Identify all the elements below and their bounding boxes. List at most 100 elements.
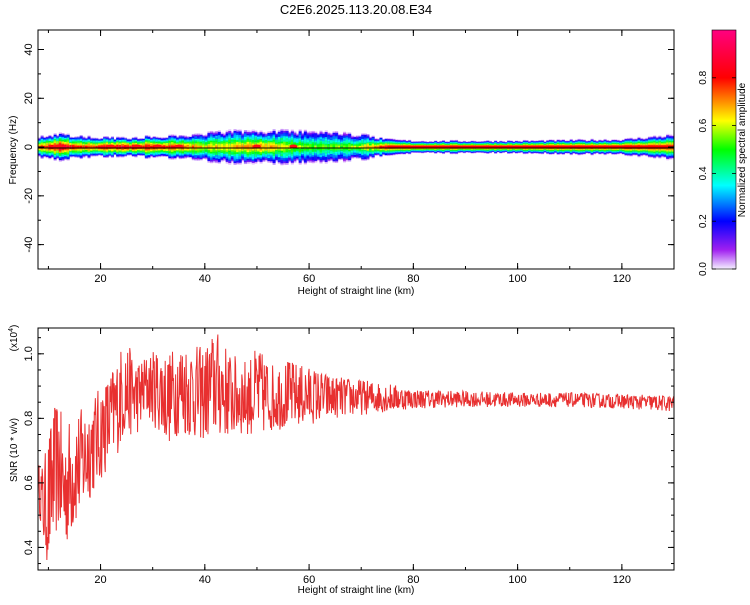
spectrogram-cell [371,145,375,149]
snr-y-tick-label: 0.8 [23,411,35,426]
spectrogram-y-tick-label: 0 [23,144,35,150]
spectrogram-cell [121,146,125,149]
spectrogram-cell [84,146,88,148]
spectrogram-cell [126,146,130,148]
spectrogram-cell [163,146,167,149]
spectrogram-cell [210,145,214,149]
spectrogram-cell [220,145,224,149]
spectrogram-cell [194,145,198,149]
spectrogram-hotspot [153,144,162,149]
spectrogram-cell [66,145,70,149]
colorbar-label: Normalized spectral amplitude [737,82,748,217]
colorbar-ticks: 0.0 0.2 0.4 0.6 0.8 [698,70,736,276]
spectrogram-cell [202,145,206,149]
snr-x-axis-label: Height of straight line (km) [298,585,415,596]
spectrogram-cell [82,146,86,149]
spectrogram-cell [124,146,128,149]
spectrogram-cell [131,146,135,149]
spectrogram-cell [181,145,185,149]
spectrogram-cell [71,146,75,149]
colorbar-tick-label: 0.4 [698,166,709,180]
spectrogram-cell [311,145,315,149]
colorbar-tick-label: 0.2 [698,214,709,228]
spectrogram-cell [272,145,276,149]
colorbar-tick-label: 0.8 [698,70,709,84]
spectrogram-cell [74,146,78,149]
spectrogram-cell [97,146,101,148]
spectrogram-cell [251,145,255,149]
spectrogram-cell [353,145,357,149]
spectrogram-cell [348,145,352,149]
spectrogram-cell [314,145,318,149]
spectrogram-cell [267,145,271,149]
spectrogram-cell [48,145,52,149]
spectrogram-y-tick-label: -20 [23,188,35,204]
spectrogram-cell [160,146,164,149]
spectrogram-cell [183,145,187,149]
spectrogram-hotspot [252,144,261,149]
spectrogram-cell [384,146,388,148]
spectrogram-cell [241,145,245,149]
snr-ticks: 20 40 60 80 100 120 1.0 0.8 0.6 0.4 [23,328,675,586]
spectrogram-cell [324,145,328,149]
spectrogram-cell [376,146,380,148]
spectrogram-x-tick-label: 120 [613,273,631,285]
spectrogram-cell [374,146,378,148]
spectrogram-cell [382,146,386,148]
spectrogram-cell [358,145,362,149]
spectrogram-cell [264,145,268,149]
snr-y-scale-suffix: ) [9,325,20,328]
spectrogram-cell [269,145,273,149]
snr-x-tick-label: 40 [199,574,211,586]
spectrogram-cell [189,145,193,149]
spectrogram-x-tick-label: 60 [303,273,315,285]
spectrogram-cell [303,145,307,149]
spectrogram-cell [319,145,323,149]
spectrogram-cell [139,146,143,148]
spectrogram-x-tick-label: 20 [94,273,106,285]
spectrogram-cell [100,146,104,148]
spectrogram-cell [92,146,96,148]
spectrogram-y-tick-label: -40 [23,237,35,253]
spectrogram-band [38,128,674,166]
snr-frame [37,327,675,571]
spectrogram-cell [233,145,237,149]
snr-x-tick-label: 120 [613,574,631,586]
colorbar-gradient [712,30,736,269]
spectrogram-hotspot [54,144,63,149]
spectrogram-cell [51,145,55,149]
colorbar-frame [711,29,737,270]
spectrogram-cell [306,145,310,149]
spectrogram-cell [296,145,300,149]
spectrogram-cell [225,145,229,149]
spectrogram-cell [345,145,349,149]
spectrogram-cell [329,145,333,149]
snr-x-tick-label: 80 [407,574,419,586]
spectrogram-hotspot [133,144,142,149]
spectrogram-cell [236,145,240,149]
spectrogram-cell [90,146,94,148]
snr-y-scale-label: (x104) [8,325,20,352]
spectrogram-cell [223,145,227,149]
snr-x-tick-label: 100 [508,574,526,586]
spectrogram-x-tick-label: 40 [199,273,211,285]
spectrogram-cell [298,145,302,149]
spectrogram-cell [230,145,234,149]
spectrogram-core [387,145,674,149]
spectrogram-cell [335,145,339,149]
spectrogram-hotspot [106,144,115,149]
colorbar: 0.0 0.2 0.4 0.6 0.8 Normalized spectral ampl… [698,29,748,276]
spectrogram-cell [301,145,305,149]
spectrogram-cell [144,145,148,149]
spectrogram-cell [199,145,203,149]
spectrogram-cell [173,145,177,149]
snr-y-tick-label: 0.4 [23,540,35,555]
snr-y-axis-label: SNR (10 * v/v) [9,418,20,482]
snr-y-tick-label: 1.0 [23,346,35,361]
spectrogram-cell [103,145,107,149]
snr-series-line [38,334,674,560]
spectrogram-frame [37,29,675,270]
spectrogram-hotspot [174,144,183,149]
snr-x-tick-label: 20 [94,574,106,586]
